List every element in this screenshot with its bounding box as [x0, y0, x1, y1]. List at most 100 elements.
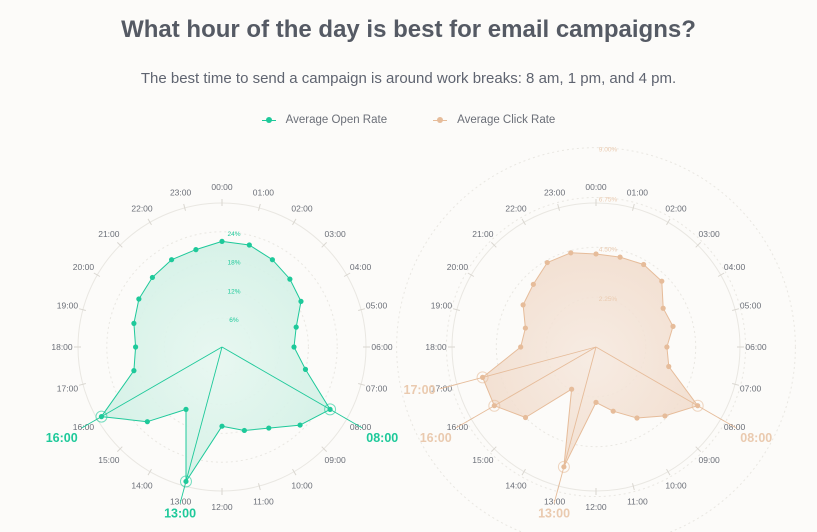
click-data-point[interactable]	[568, 250, 574, 256]
open-data-point[interactable]	[246, 242, 252, 248]
open-hour-label: 01:00	[253, 187, 275, 197]
open-hour-label: 21:00	[98, 229, 120, 239]
click-hour-label: 22:00	[505, 203, 527, 213]
open-data-point[interactable]	[169, 257, 175, 263]
open-axis-tick	[147, 468, 152, 476]
open-hour-label: 12:00	[211, 502, 233, 512]
click-data-point[interactable]	[520, 302, 526, 308]
click-data-point[interactable]	[660, 305, 666, 311]
click-ring-label: 6.75%	[599, 196, 618, 203]
click-data-point[interactable]	[670, 323, 676, 329]
click-axis-tick	[490, 241, 497, 248]
legend-click-rate-label: Average Click Rate	[457, 114, 556, 126]
open-ring-label: 6%	[229, 317, 239, 324]
open-axis-tick	[258, 483, 261, 491]
open-hour-label: 02:00	[291, 203, 313, 213]
open-hour-label: 10:00	[291, 481, 313, 491]
open-data-point[interactable]	[133, 344, 139, 350]
click-hour-label: 01:00	[627, 187, 649, 197]
open-data-point[interactable]	[131, 320, 137, 326]
open-data-point[interactable]	[149, 274, 156, 281]
click-data-point[interactable]	[641, 261, 647, 268]
click-axis-tick	[732, 383, 740, 386]
open-data-point[interactable]	[293, 324, 299, 330]
click-axis-tick	[632, 483, 635, 491]
click-data-point[interactable]	[544, 259, 550, 266]
click-grid-ring	[495, 246, 697, 448]
legend-open-rate-marker	[261, 116, 276, 124]
open-axis-tick	[93, 272, 101, 277]
click-callout-label: 08:00	[740, 431, 772, 445]
click-callout-line	[455, 405, 495, 429]
open-axis-tick	[358, 383, 366, 386]
open-hour-label: 04:00	[350, 262, 372, 272]
click-series-area	[482, 252, 699, 468]
open-axis-tick	[321, 446, 328, 453]
open-data-point[interactable]	[183, 406, 189, 412]
open-data-point[interactable]	[291, 344, 297, 350]
click-highlight-halo	[476, 371, 489, 384]
click-data-point[interactable]	[522, 325, 528, 331]
open-axis-tick	[116, 446, 123, 453]
legend-item-open-rate[interactable]: Average Open Rate	[261, 114, 388, 126]
click-highlight-spoke	[494, 346, 597, 407]
open-data-point[interactable]	[219, 423, 225, 429]
click-data-point[interactable]	[664, 344, 670, 350]
click-callout-label: 16:00	[420, 431, 452, 445]
click-hour-label: 20:00	[447, 262, 469, 272]
open-axis-tick	[147, 218, 152, 226]
legend-item-click-rate[interactable]: Average Click Rate	[433, 114, 555, 126]
click-axis-tick	[521, 218, 526, 226]
open-data-point[interactable]	[241, 427, 247, 434]
click-data-point[interactable]	[610, 408, 616, 414]
open-axis-tick	[343, 272, 351, 277]
click-data-point[interactable]	[569, 386, 575, 392]
open-data-point[interactable]	[266, 425, 272, 431]
open-callout-label: 08:00	[366, 431, 398, 445]
click-axis-tick	[557, 203, 560, 211]
click-hour-label: 04:00	[724, 262, 746, 272]
click-axis-tick	[632, 203, 635, 211]
click-data-point[interactable]	[593, 399, 599, 405]
open-hour-label: 17:00	[57, 383, 79, 393]
click-data-point[interactable]	[518, 344, 524, 350]
click-data-point[interactable]	[617, 254, 623, 260]
open-data-point[interactable]	[269, 257, 275, 263]
click-hour-label: 00:00	[585, 182, 607, 192]
click-data-point[interactable]	[522, 414, 529, 421]
open-callout-label: 16:00	[46, 431, 78, 445]
page-subtitle: The best time to send a campaign is arou…	[140, 70, 677, 87]
open-ring-label: 18%	[227, 260, 240, 267]
click-data-point[interactable]	[659, 278, 665, 284]
open-hour-label: 14:00	[131, 481, 153, 491]
click-data-point[interactable]	[634, 415, 640, 421]
open-data-point[interactable]	[302, 366, 309, 372]
open-axis-tick	[321, 241, 328, 248]
open-highlight-halo	[95, 410, 108, 423]
open-data-point[interactable]	[287, 276, 293, 282]
open-data-point[interactable]	[219, 238, 225, 244]
click-data-point[interactable]	[666, 363, 672, 370]
click-axis-tick	[452, 308, 460, 311]
click-hour-label: 10:00	[665, 481, 687, 491]
open-data-point[interactable]	[136, 296, 142, 302]
click-data-point[interactable]	[530, 281, 536, 287]
open-data-point[interactable]	[297, 422, 303, 428]
click-highlight-spoke	[482, 346, 597, 378]
open-callout-line	[81, 416, 102, 429]
open-hour-label: 18:00	[51, 342, 73, 352]
click-highlight-halo	[557, 460, 570, 473]
legend-open-rate-label: Average Open Rate	[285, 114, 388, 126]
click-data-point[interactable]	[662, 413, 668, 419]
click-data-point[interactable]	[593, 251, 599, 257]
click-hour-label: 12:00	[585, 502, 607, 512]
open-data-point[interactable]	[298, 298, 304, 304]
click-ring-label: 2.25%	[599, 296, 618, 303]
click-hour-label: 11:00	[627, 497, 648, 507]
click-hour-label: 05:00	[740, 301, 762, 311]
open-data-point[interactable]	[144, 419, 150, 425]
open-highlight-halo	[324, 403, 337, 416]
open-data-point[interactable]	[193, 247, 199, 253]
open-data-point[interactable]	[131, 368, 137, 374]
